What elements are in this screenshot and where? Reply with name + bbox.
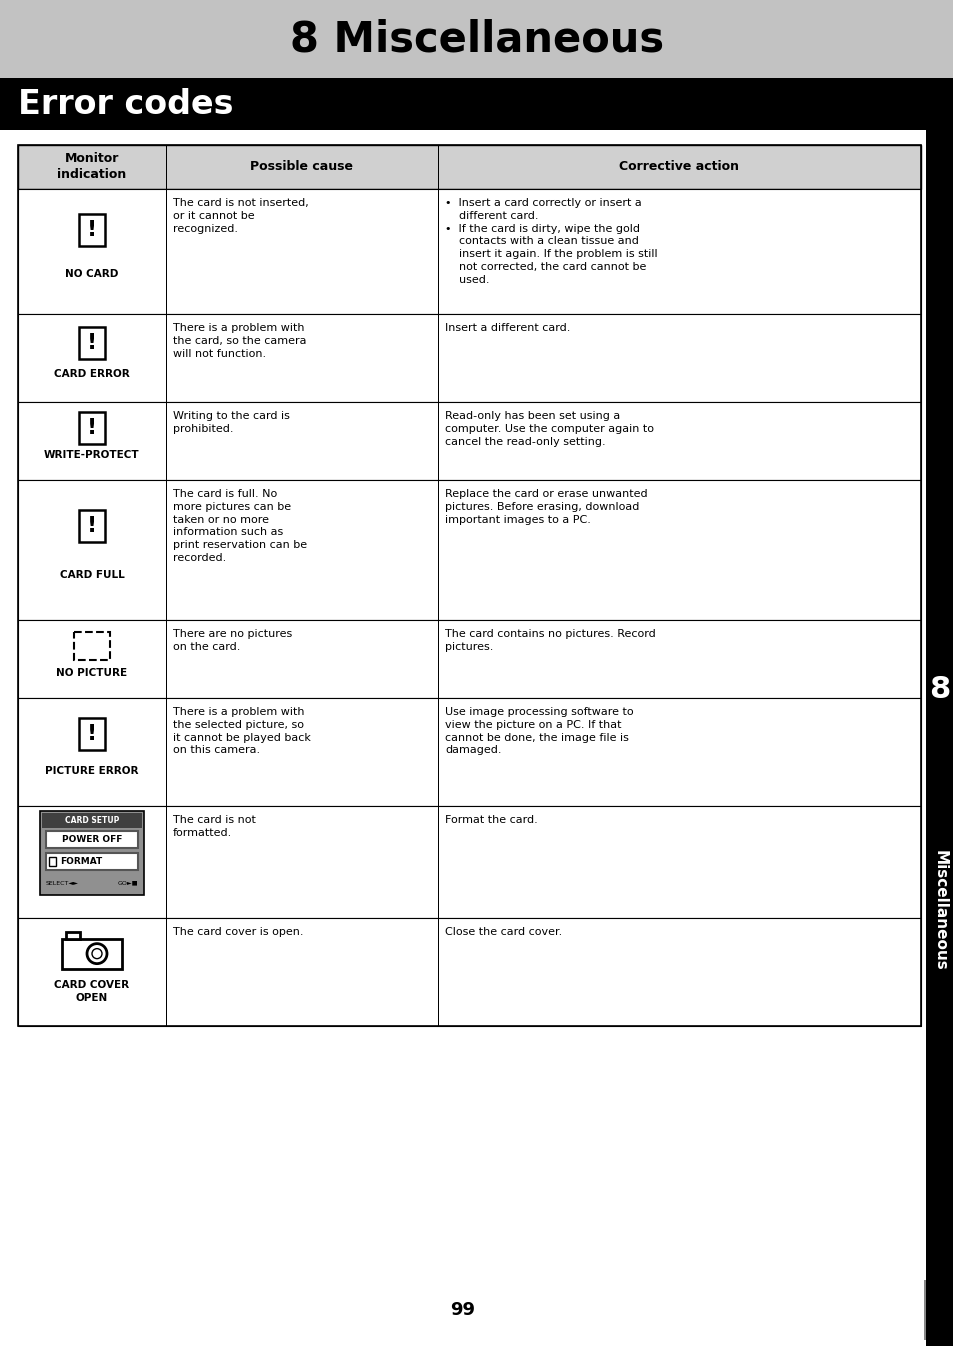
Text: CARD COVER
OPEN: CARD COVER OPEN — [54, 980, 130, 1003]
Text: Replace the card or erase unwanted
pictures. Before erasing, download
important : Replace the card or erase unwanted pictu… — [444, 489, 647, 525]
Text: The card is not inserted,
or it cannot be
recognized.: The card is not inserted, or it cannot b… — [172, 198, 309, 234]
Text: Insert a different card.: Insert a different card. — [444, 323, 570, 332]
Bar — [66, 931, 80, 938]
Bar — [40, 812, 144, 895]
Text: Error codes: Error codes — [18, 87, 233, 121]
Bar — [925, 78, 953, 1346]
Text: The card cover is open.: The card cover is open. — [172, 927, 303, 937]
Bar — [0, 0, 953, 78]
Bar — [74, 631, 110, 660]
Text: Possible cause: Possible cause — [251, 160, 354, 174]
Text: 99: 99 — [450, 1302, 475, 1319]
Text: POWER OFF: POWER OFF — [62, 835, 122, 844]
Text: !: ! — [87, 332, 97, 353]
Bar — [437, 621, 438, 699]
Text: Monitor
indication: Monitor indication — [57, 152, 127, 182]
Bar — [166, 402, 167, 481]
Bar — [437, 188, 438, 314]
Bar — [46, 830, 138, 848]
Bar — [437, 481, 438, 621]
Bar — [18, 918, 920, 1026]
Bar — [18, 145, 920, 1026]
Bar — [62, 938, 122, 969]
Text: Format the card.: Format the card. — [444, 814, 537, 825]
Text: Use image processing software to
view the picture on a PC. If that
cannot be don: Use image processing software to view th… — [444, 707, 633, 755]
Text: CARD FULL: CARD FULL — [59, 571, 124, 580]
Text: Read-only has been set using a
computer. Use the computer again to
cancel the re: Read-only has been set using a computer.… — [444, 411, 654, 447]
Text: CARD ERROR: CARD ERROR — [54, 369, 130, 378]
Bar — [166, 481, 167, 621]
Text: The card contains no pictures. Record
pictures.: The card contains no pictures. Record pi… — [444, 629, 655, 651]
Text: WRITE-PROTECT: WRITE-PROTECT — [44, 450, 140, 460]
Bar — [166, 314, 167, 402]
Bar — [923, 1280, 925, 1341]
Bar — [79, 412, 105, 444]
Circle shape — [87, 944, 107, 964]
Text: The card is not
formatted.: The card is not formatted. — [172, 814, 255, 837]
Bar — [166, 188, 167, 314]
Text: !: ! — [87, 517, 97, 536]
Bar — [79, 327, 105, 359]
Bar — [79, 214, 105, 246]
Bar — [437, 806, 438, 918]
Bar — [18, 621, 920, 699]
Bar — [437, 918, 438, 1026]
Bar — [42, 874, 142, 892]
Bar — [166, 621, 167, 699]
Bar — [18, 699, 920, 806]
Bar — [437, 699, 438, 806]
Bar — [166, 699, 167, 806]
Text: SELECT◄►: SELECT◄► — [46, 880, 79, 886]
Text: FORMAT: FORMAT — [60, 857, 102, 865]
Text: !: ! — [87, 417, 97, 437]
Bar — [166, 918, 167, 1026]
Text: CARD SETUP: CARD SETUP — [65, 816, 119, 825]
Bar — [437, 145, 438, 188]
Text: There are no pictures
on the card.: There are no pictures on the card. — [172, 629, 292, 651]
Bar — [166, 806, 167, 918]
Bar — [18, 402, 920, 481]
Text: Corrective action: Corrective action — [618, 160, 739, 174]
Text: 8: 8 — [928, 676, 949, 704]
Text: The card is full. No
more pictures can be
taken or no more
information such as
p: The card is full. No more pictures can b… — [172, 489, 307, 563]
Text: !: ! — [87, 724, 97, 743]
Text: NO CARD: NO CARD — [65, 269, 118, 279]
Text: NO PICTURE: NO PICTURE — [56, 668, 128, 678]
Circle shape — [91, 949, 102, 958]
Bar — [79, 717, 105, 750]
Bar — [49, 857, 56, 865]
Text: PICTURE ERROR: PICTURE ERROR — [45, 766, 138, 777]
Text: Miscellaneous: Miscellaneous — [931, 849, 946, 970]
Text: !: ! — [87, 221, 97, 240]
Bar — [437, 314, 438, 402]
Text: There is a problem with
the selected picture, so
it cannot be played back
on thi: There is a problem with the selected pic… — [172, 707, 311, 755]
Bar — [79, 510, 105, 542]
Bar — [18, 145, 920, 188]
Text: Close the card cover.: Close the card cover. — [444, 927, 561, 937]
Text: Writing to the card is
prohibited.: Writing to the card is prohibited. — [172, 411, 290, 433]
Text: GO►■: GO►■ — [117, 880, 138, 886]
Text: There is a problem with
the card, so the camera
will not function.: There is a problem with the card, so the… — [172, 323, 306, 358]
Bar — [166, 145, 167, 188]
Bar — [18, 481, 920, 621]
Bar — [18, 806, 920, 918]
Bar — [18, 314, 920, 402]
Bar — [18, 188, 920, 314]
Text: 8 Miscellaneous: 8 Miscellaneous — [290, 17, 663, 61]
Bar — [0, 78, 925, 131]
Bar — [42, 813, 142, 828]
Bar — [437, 402, 438, 481]
Bar — [46, 853, 138, 870]
Text: •  Insert a card correctly or insert a
    different card.
•  If the card is dir: • Insert a card correctly or insert a di… — [444, 198, 657, 285]
